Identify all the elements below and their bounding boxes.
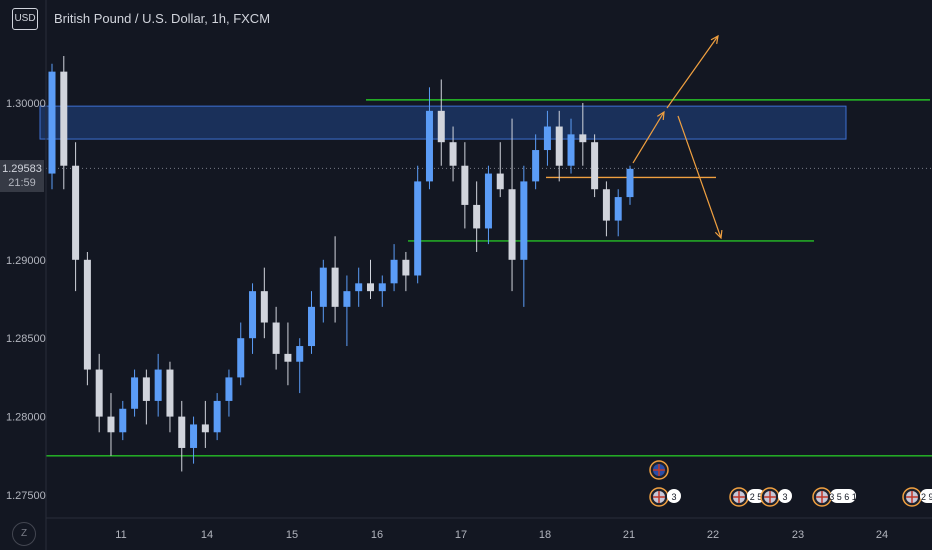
candle-body — [154, 369, 162, 401]
candle-body — [83, 259, 91, 370]
time-axis-label: 16 — [371, 529, 383, 541]
candle-body — [508, 189, 516, 260]
candle-body — [190, 424, 198, 448]
event-count-label: 2 5 — [750, 492, 763, 502]
candle-body — [567, 134, 575, 166]
chart-title: British Pound / U.S. Dollar, 1h, FXCM — [54, 11, 271, 26]
candle-body — [284, 353, 292, 362]
candle-body — [579, 134, 587, 143]
event-count-label: 3 — [671, 492, 676, 502]
candle-body — [225, 377, 233, 401]
last-price-tag: 1.29583 21:59 — [0, 160, 44, 192]
price-axis-label: 1.30000 — [6, 98, 46, 110]
candle-body — [272, 322, 280, 354]
time-axis-label: 18 — [539, 529, 551, 541]
currency-button[interactable]: USD — [12, 8, 38, 30]
time-axis-label: 14 — [201, 529, 213, 541]
time-axis-label: 24 — [876, 529, 888, 541]
candle-countdown: 21:59 — [8, 177, 36, 189]
candle-body — [213, 400, 221, 433]
candle-body — [496, 173, 504, 190]
candle-body — [555, 126, 563, 166]
candle-body — [60, 71, 68, 166]
candle-body — [178, 416, 186, 448]
candle-body — [602, 189, 610, 221]
price-axis-label: 1.28500 — [6, 333, 46, 345]
price-axis-label: 1.27500 — [6, 490, 46, 502]
candle-body — [355, 283, 363, 292]
candle-body — [473, 204, 481, 229]
candle-body — [520, 181, 528, 260]
candle-body — [95, 369, 103, 417]
candle-body — [366, 283, 374, 292]
candle-body — [449, 142, 457, 166]
candle-body — [237, 338, 245, 378]
event-count-badge — [830, 489, 856, 503]
candle-body — [343, 291, 351, 307]
candle-body — [626, 168, 634, 198]
candle-body — [437, 110, 445, 143]
event-count-label: 3 5 6 1 — [829, 492, 857, 502]
projection-up-arrow — [666, 35, 719, 109]
time-axis-label: 15 — [286, 529, 298, 541]
candle-body — [308, 306, 316, 347]
candle-body — [614, 197, 622, 221]
candle-body — [390, 259, 398, 284]
projection-down-arrow — [677, 115, 722, 239]
time-axis-label: 17 — [455, 529, 467, 541]
event-count-label: 3 — [782, 492, 787, 502]
time-axis-label: 11 — [115, 529, 126, 541]
candle-body — [378, 283, 386, 292]
event-count-badge — [667, 489, 681, 503]
candle-body — [296, 346, 304, 362]
price-axis-label: 1.29000 — [6, 255, 46, 267]
timezone-button[interactable]: Z — [12, 522, 36, 546]
candle-body — [119, 408, 127, 433]
candle-body — [319, 267, 327, 307]
price-axis-label: 1.28000 — [6, 412, 46, 424]
last-price-value: 1.29583 — [2, 163, 42, 175]
candle-body — [72, 165, 80, 260]
projection-up-arrow — [632, 111, 665, 164]
candle-body — [532, 150, 540, 182]
event-count-badge — [920, 489, 932, 503]
candle-body — [48, 71, 56, 174]
candle-body — [484, 173, 492, 229]
projection-up-arrow-head — [656, 110, 665, 121]
candle-body — [591, 142, 599, 190]
candle-body — [107, 416, 115, 433]
event-count-badge — [747, 489, 765, 503]
candle-body — [331, 267, 339, 307]
candle-body — [249, 291, 257, 339]
candle-body — [131, 377, 139, 409]
event-count-label: 2 9 4 — [921, 492, 932, 502]
candle-body — [166, 369, 174, 417]
event-count-badge — [778, 489, 792, 503]
candle-body — [543, 126, 551, 151]
projection-down-arrow-head — [714, 229, 723, 240]
candle-body — [201, 424, 209, 433]
time-axis-label: 23 — [792, 529, 804, 541]
candle-body — [425, 110, 433, 182]
projection-up-arrow-head — [710, 34, 719, 44]
candle-body — [461, 165, 469, 205]
time-axis-label: 22 — [707, 529, 719, 541]
candle-body — [402, 259, 410, 276]
candle-body — [260, 291, 268, 323]
candle-body — [414, 181, 422, 276]
time-axis-label: 21 — [623, 529, 635, 541]
candle-body — [142, 377, 150, 401]
